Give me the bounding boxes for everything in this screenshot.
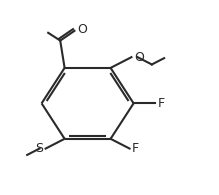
Text: S: S [35,142,43,155]
Text: F: F [158,97,165,110]
Text: O: O [134,51,144,64]
Text: O: O [78,23,88,36]
Text: F: F [132,142,139,155]
